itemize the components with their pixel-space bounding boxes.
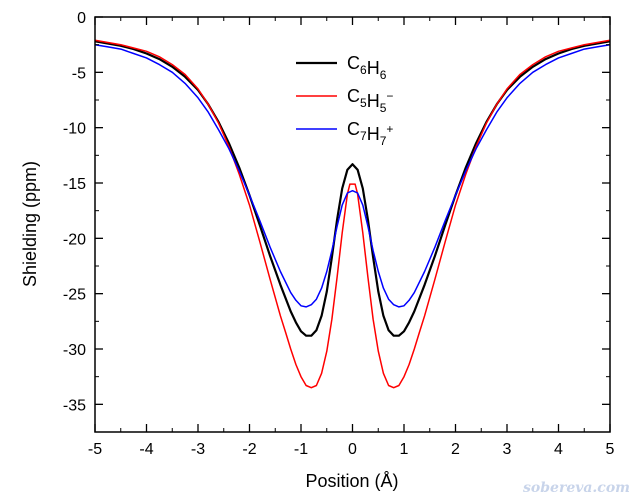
y-tick-label: 0	[77, 10, 86, 27]
x-tick-label: -4	[139, 441, 153, 458]
x-axis: -5 -4 -3 -2 -1 0 1 2 3 4 5	[88, 17, 615, 458]
x-tick-label: -2	[242, 441, 256, 458]
x-tick-label: -1	[294, 441, 308, 458]
y-axis-title: Shielding (ppm)	[20, 161, 40, 287]
legend-label-2: C5H5−	[347, 86, 393, 115]
legend-label-3: C7H7+	[347, 119, 393, 148]
y-tick-label: -20	[63, 231, 86, 248]
y-tick-label: -30	[63, 342, 86, 359]
y-tick-label: -15	[63, 176, 86, 193]
x-axis-title: Position (Å)	[305, 471, 398, 491]
x-tick-label: -3	[191, 441, 205, 458]
x-tick-label: 3	[503, 441, 512, 458]
legend-label-1: C6H6	[347, 53, 387, 82]
x-tick-label: 1	[400, 441, 409, 458]
x-tick-label: 2	[451, 441, 460, 458]
x-tick-label: 5	[606, 441, 615, 458]
x-tick-label: -5	[88, 441, 102, 458]
plot-frame	[94, 16, 611, 433]
watermark: sobereva.com	[523, 480, 630, 496]
series-line-3	[94, 43, 611, 308]
y-tick-label: -35	[63, 397, 86, 414]
y-tick-label: -5	[72, 65, 86, 82]
legend: C6H6 C5H5− C7H7+	[296, 53, 393, 148]
y-tick-label: -10	[63, 121, 86, 138]
y-axis: 0 -5 -10 -15 -20 -25 -30 -35	[63, 10, 610, 433]
x-tick-label: 0	[348, 441, 357, 458]
y-tick-label: -25	[63, 287, 86, 304]
series-layer	[94, 39, 611, 389]
x-tick-label: 4	[554, 441, 563, 458]
series-line-2	[94, 39, 611, 389]
